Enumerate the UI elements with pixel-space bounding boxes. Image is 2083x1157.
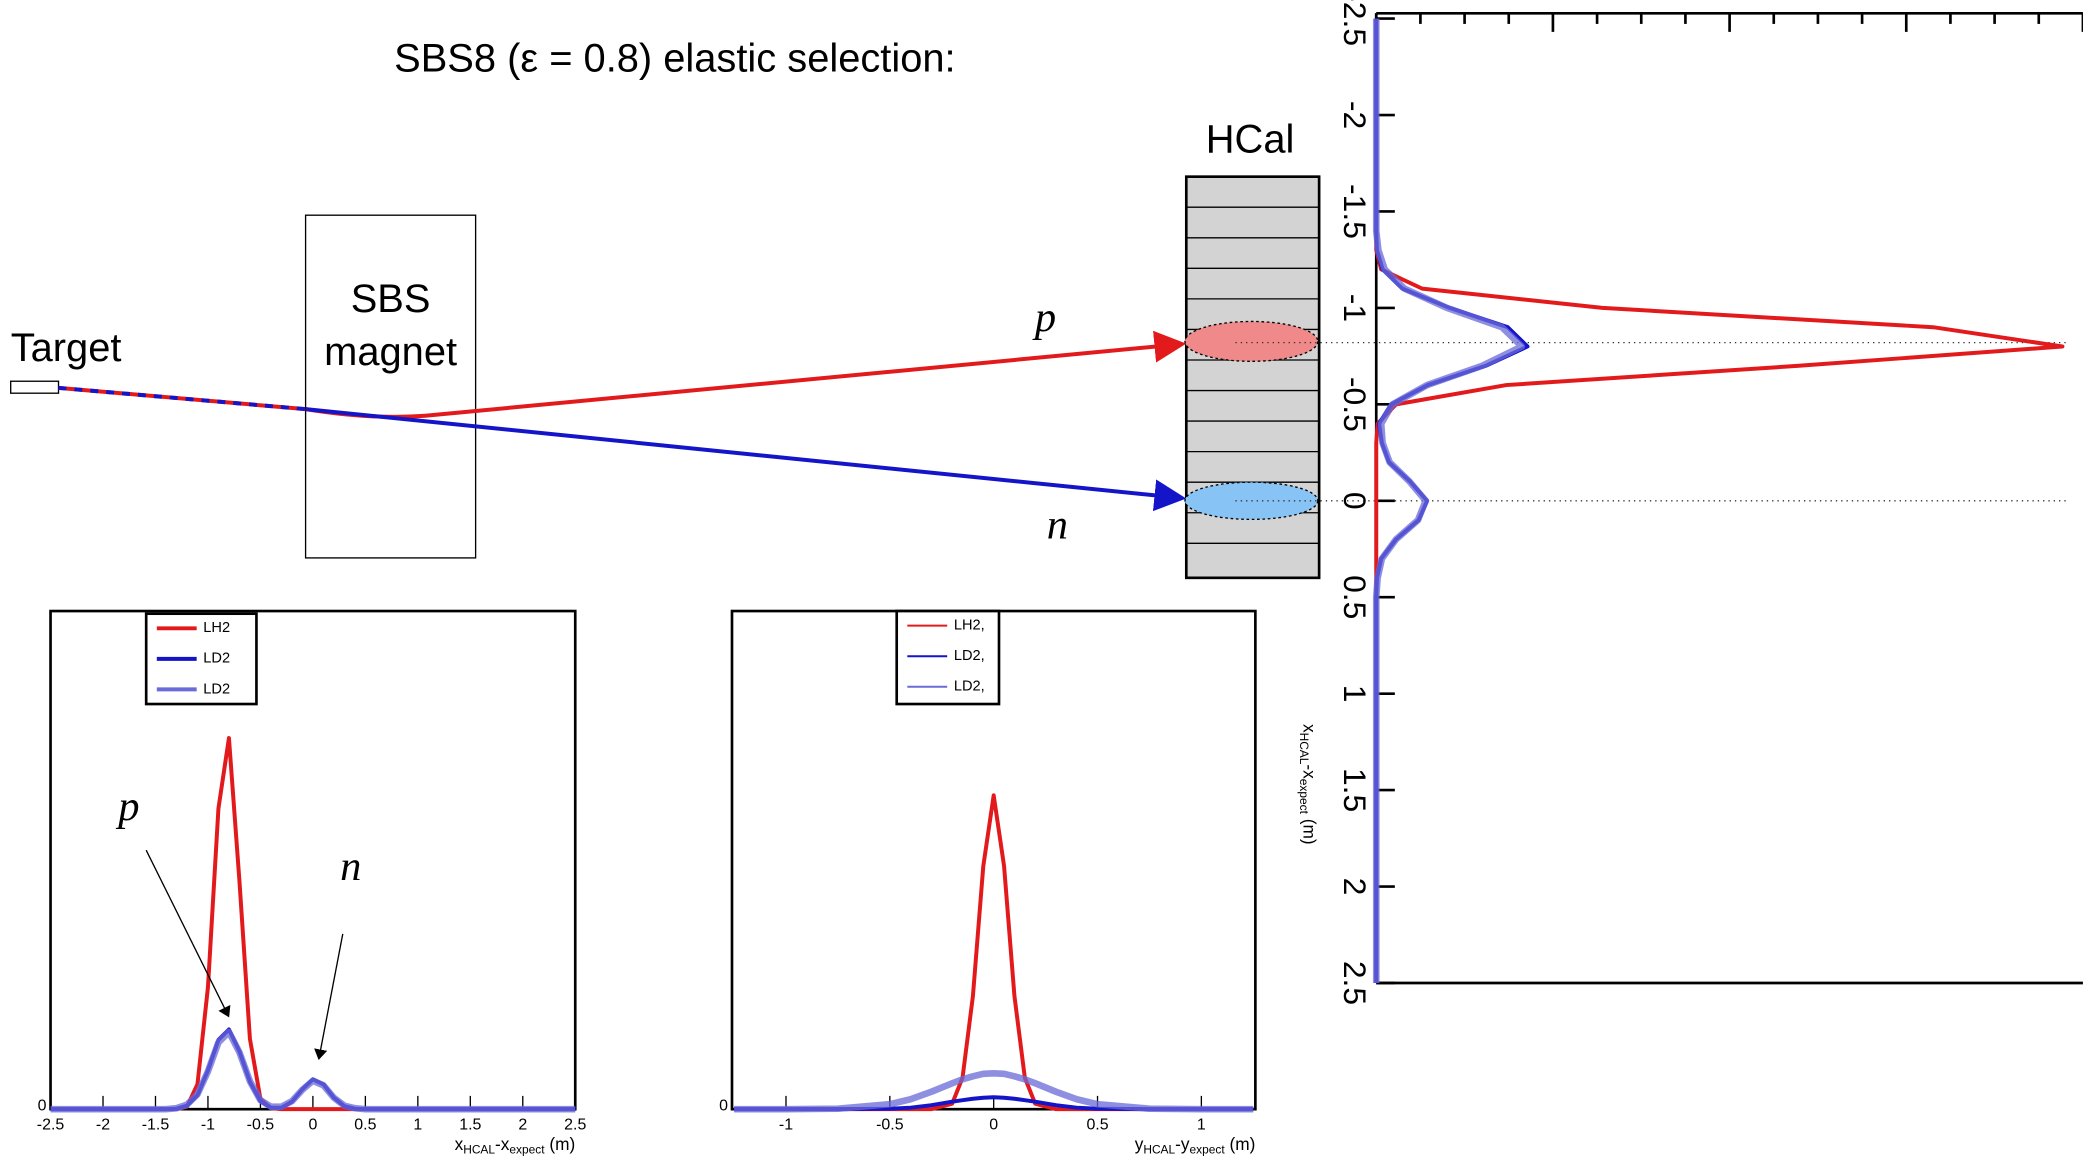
data-line xyxy=(1372,18,1526,983)
slide-title: SBS8 (ε = 0.8) elastic selection: xyxy=(394,37,955,81)
x-tick-label: -2 xyxy=(1337,101,1373,129)
x-tick-label: 0 xyxy=(989,1116,998,1133)
particle-label: n xyxy=(1047,501,1068,548)
axis-title-part: HCAL xyxy=(463,1143,495,1157)
x-tick-label: 2 xyxy=(1337,878,1373,896)
x-tick-label: -2 xyxy=(96,1116,110,1133)
x-tick-label: 1 xyxy=(1197,1116,1206,1133)
axis-title-part: (m) xyxy=(545,1134,576,1154)
x-tick-label: -0.5 xyxy=(247,1116,275,1133)
x-tick-label: -1.5 xyxy=(1337,184,1373,239)
axis-title-part: expect xyxy=(509,1143,545,1157)
axis-title-part: -x xyxy=(1300,764,1320,779)
data-line xyxy=(734,1095,1254,1112)
x-tick-label: 0 xyxy=(308,1116,317,1133)
axis-title-part: expect xyxy=(1190,1143,1226,1157)
x-tick-label: 2.5 xyxy=(564,1116,586,1133)
data-line xyxy=(734,1069,1254,1113)
x-tick-label: 2 xyxy=(518,1116,527,1133)
hcal-label: HCal xyxy=(1206,118,1295,162)
legend-label: LD2, xyxy=(954,648,985,664)
axis-title-part: y xyxy=(1135,1134,1144,1154)
x-tick-label: -0.5 xyxy=(1337,377,1373,432)
legend-label: LD2, xyxy=(954,679,985,695)
x-tick-label: -2.5 xyxy=(37,1116,65,1133)
axis-title-part: x xyxy=(1300,724,1320,733)
x-tick-label: 0.5 xyxy=(1337,575,1373,619)
chart: -2.5 -2 -1.5 -1 -0.5 0 0.5 1 1.5 2 2.5 0 xHCAL-xexpe… xyxy=(37,609,586,1157)
particle-label: p xyxy=(1032,294,1056,341)
annotation: n xyxy=(340,843,361,890)
neutron-track xyxy=(305,407,1187,512)
x-tick-label: -1 xyxy=(201,1116,215,1133)
axis-title-part: (m) xyxy=(1225,1134,1256,1154)
legend-label: LH2, xyxy=(954,618,985,634)
target-box xyxy=(10,380,60,394)
x-tick-label: 1 xyxy=(413,1116,422,1133)
x-tick-label: -1.5 xyxy=(142,1116,170,1133)
data-line xyxy=(734,793,1254,1112)
x-tick-label: 1.5 xyxy=(1337,768,1373,812)
data-line xyxy=(50,1028,576,1113)
annotation: p xyxy=(115,783,139,830)
annotation-arrow xyxy=(314,933,344,1061)
y-tick-label: 0 xyxy=(719,1098,728,1115)
axis-title-part: HCAL xyxy=(1297,733,1311,765)
legend-label: LD2 xyxy=(203,651,230,667)
beam-line xyxy=(58,385,306,412)
x-tick-label: -0.5 xyxy=(876,1116,904,1133)
proton-spot xyxy=(1184,320,1319,362)
legend-label: LD2 xyxy=(203,681,230,697)
chart: -2.5 -2 -1.5 -1 -0.5 0 0.5 1 1.5 2 2.5 xHCAL-xexpec… xyxy=(1235,0,2083,1005)
chart: -1 -0.5 0 0.5 1 0 yHCAL-yexpect (m) LH2, LD2, LD2… xyxy=(719,609,1257,1157)
axis-title-part: (m) xyxy=(1300,814,1320,845)
x-tick-label: 1 xyxy=(1337,685,1373,703)
annotation-arrow xyxy=(145,849,231,1018)
magnet-box xyxy=(304,214,477,559)
axis-title-part: -y xyxy=(1175,1134,1190,1154)
axis-title-part: expect xyxy=(1297,779,1311,815)
axis-title-part: x xyxy=(455,1134,464,1154)
x-tick-label: -1 xyxy=(779,1116,793,1133)
x-tick-label: -1 xyxy=(1337,294,1373,322)
x-tick-label: 1.5 xyxy=(459,1116,481,1133)
x-tick-label: 0.5 xyxy=(1086,1116,1108,1133)
x-axis-title: yHCAL-yexpect (m) xyxy=(1135,1134,1256,1157)
data-line xyxy=(1374,18,1530,983)
x-axis-title: xHCAL-xexpect (m) xyxy=(1297,724,1320,845)
magnet-label: SBS xyxy=(351,277,431,321)
magnet-label: magnet xyxy=(324,330,457,374)
diagram: Target SBS magnet HCal p n xyxy=(10,118,1321,580)
y-tick-label: 0 xyxy=(38,1098,47,1115)
x-tick-label: 0 xyxy=(1337,492,1373,510)
x-tick-label: 0.5 xyxy=(354,1116,376,1133)
axis-title-part: -x xyxy=(495,1134,510,1154)
plot-frame xyxy=(49,609,577,1111)
target-label: Target xyxy=(11,326,122,370)
legend-label: LH2 xyxy=(203,620,230,636)
axis-title-part: HCAL xyxy=(1143,1143,1175,1157)
x-axis-title: xHCAL-xexpect (m) xyxy=(455,1134,576,1157)
x-tick-label: -2.5 xyxy=(1337,0,1373,46)
x-tick-label: 2.5 xyxy=(1337,961,1373,1005)
